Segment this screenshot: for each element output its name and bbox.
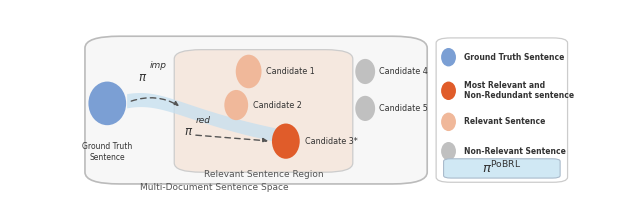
Polygon shape bbox=[127, 93, 298, 146]
Text: red: red bbox=[196, 116, 211, 125]
Text: $\pi$$^{\mathregular{PoBRL}}$: $\pi$$^{\mathregular{PoBRL}}$ bbox=[483, 160, 522, 177]
Text: Most Relevant and
Non-Redundant sentence: Most Relevant and Non-Redundant sentence bbox=[464, 81, 574, 100]
Text: Candidate 2: Candidate 2 bbox=[253, 100, 302, 110]
Text: $\pi$: $\pi$ bbox=[138, 71, 147, 84]
Text: Candidate 4: Candidate 4 bbox=[379, 67, 428, 76]
Text: $\pi$: $\pi$ bbox=[184, 124, 193, 138]
FancyBboxPatch shape bbox=[444, 159, 560, 178]
Text: Relevant Sentence: Relevant Sentence bbox=[464, 117, 545, 126]
Ellipse shape bbox=[225, 90, 248, 120]
Text: Ground Truth
Sentence: Ground Truth Sentence bbox=[82, 142, 132, 162]
Ellipse shape bbox=[441, 82, 456, 100]
Text: Candidate 1: Candidate 1 bbox=[266, 67, 316, 76]
Text: imp: imp bbox=[150, 61, 166, 70]
Ellipse shape bbox=[441, 48, 456, 66]
Text: Candidate 5: Candidate 5 bbox=[379, 104, 428, 113]
FancyBboxPatch shape bbox=[436, 38, 568, 182]
FancyBboxPatch shape bbox=[174, 50, 353, 172]
Ellipse shape bbox=[355, 96, 375, 121]
Text: Candidate 3*: Candidate 3* bbox=[305, 137, 357, 146]
Ellipse shape bbox=[355, 59, 375, 84]
Ellipse shape bbox=[441, 142, 456, 160]
Ellipse shape bbox=[272, 124, 300, 159]
Ellipse shape bbox=[236, 55, 262, 88]
FancyBboxPatch shape bbox=[85, 36, 428, 184]
Ellipse shape bbox=[441, 113, 456, 131]
Text: Ground Truth Sentence: Ground Truth Sentence bbox=[464, 53, 564, 62]
Text: Relevant Sentence Region: Relevant Sentence Region bbox=[204, 170, 323, 179]
Ellipse shape bbox=[88, 82, 126, 125]
Text: Non-Relevant Sentence: Non-Relevant Sentence bbox=[464, 147, 566, 156]
Text: Multi-Document Sentence Space: Multi-Document Sentence Space bbox=[140, 183, 288, 192]
